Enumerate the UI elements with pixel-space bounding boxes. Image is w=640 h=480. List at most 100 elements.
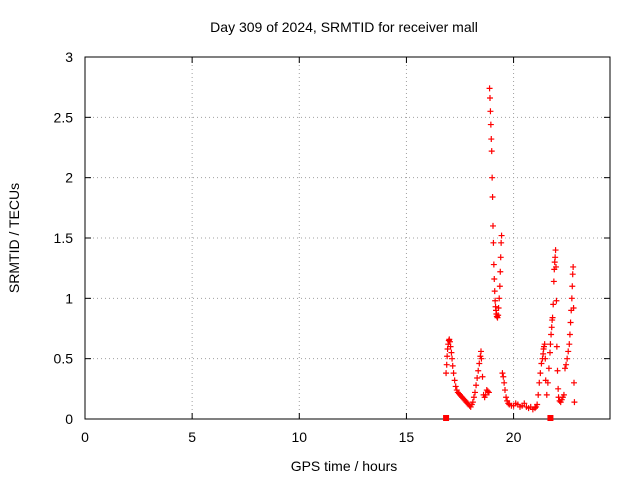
x-tick-label: 5 <box>188 429 196 445</box>
data-point <box>564 355 571 362</box>
data-point <box>570 304 577 311</box>
data-point <box>444 353 451 360</box>
data-point <box>472 389 478 396</box>
data-point <box>501 379 508 386</box>
data-point <box>547 349 553 356</box>
data-point <box>550 278 557 285</box>
y-tick-label: 1 <box>65 290 73 306</box>
data-point <box>469 399 476 406</box>
data-point <box>541 341 548 348</box>
data-point <box>473 382 480 389</box>
data-point <box>542 355 549 362</box>
data-point <box>532 405 538 412</box>
data-point <box>563 361 570 368</box>
data-point <box>549 314 556 321</box>
data-point <box>498 239 505 246</box>
square-data-point <box>443 415 450 421</box>
data-point <box>474 374 481 381</box>
data-point <box>571 379 577 386</box>
data-point <box>565 348 572 355</box>
data-point <box>562 365 568 372</box>
data-point <box>550 301 557 308</box>
data-point <box>499 370 506 377</box>
data-point <box>489 193 496 200</box>
data-point <box>552 254 559 261</box>
data-point <box>553 343 560 350</box>
plot-frame <box>84 56 611 420</box>
data-point <box>538 360 545 367</box>
data-point <box>497 254 504 261</box>
data-point <box>488 136 495 143</box>
y-tick-label: 0 <box>65 411 73 427</box>
data-point <box>555 385 562 392</box>
data-point <box>484 388 491 395</box>
x-tick-label: 15 <box>399 429 415 445</box>
data-point <box>543 391 550 398</box>
data-point <box>552 247 559 254</box>
data-point <box>497 268 504 275</box>
chart-title: Day 309 of 2024, SRMTID for receiver mal… <box>210 19 478 35</box>
data-point <box>492 297 499 304</box>
y-axis-label: SRMTID / TECUs <box>6 183 22 293</box>
data-point <box>487 108 494 115</box>
data-point <box>493 313 500 320</box>
data-point <box>443 361 450 368</box>
data-point <box>534 401 541 408</box>
data-point <box>487 121 494 128</box>
data-point <box>446 338 453 345</box>
data-point <box>521 400 528 407</box>
x-tick-label: 10 <box>291 429 307 445</box>
data-point <box>536 379 543 386</box>
data-point <box>495 304 502 311</box>
square-data-point <box>547 415 554 421</box>
data-point <box>554 367 561 374</box>
data-point <box>448 349 455 356</box>
y-tick-label: 3 <box>65 49 73 65</box>
data-point <box>443 370 450 377</box>
data-point <box>571 399 578 406</box>
data-point <box>478 355 485 362</box>
x-tick-label: 20 <box>506 429 522 445</box>
data-point <box>503 394 510 401</box>
data-point <box>560 391 567 398</box>
data-point <box>566 341 573 348</box>
data-point <box>544 379 551 386</box>
data-point <box>452 383 459 390</box>
data-point <box>487 95 493 102</box>
data-point <box>548 324 555 331</box>
data-point <box>491 276 498 283</box>
x-tick-label: 0 <box>81 429 89 445</box>
data-point <box>547 341 554 348</box>
data-point <box>496 295 503 302</box>
data-point <box>491 288 498 295</box>
data-point <box>570 263 577 270</box>
data-point <box>502 387 508 394</box>
data-point <box>490 261 497 268</box>
y-tick-label: 1.5 <box>54 230 74 246</box>
data-point <box>447 343 454 350</box>
data-point <box>505 400 512 407</box>
data-point <box>444 346 451 353</box>
data-point <box>490 222 496 229</box>
grid-lines <box>85 57 610 419</box>
data-point <box>498 232 505 239</box>
data-point <box>476 360 483 367</box>
data-point <box>479 373 486 380</box>
data-point <box>569 283 576 290</box>
data-point <box>566 331 573 338</box>
data-point <box>470 394 477 401</box>
data-point <box>567 319 574 326</box>
data-point <box>482 391 489 398</box>
data-point <box>486 85 493 92</box>
data-point <box>537 370 544 377</box>
data-point <box>478 348 484 355</box>
data-points <box>443 85 578 421</box>
data-point <box>495 312 502 319</box>
data-point <box>450 370 457 377</box>
data-point <box>568 295 575 302</box>
data-point <box>489 174 496 181</box>
data-point <box>488 148 495 155</box>
data-point <box>500 373 507 380</box>
axis-ticks: 0 5 10 15 20 0 0.5 1 1.5 2 2.5 3 <box>54 49 610 445</box>
data-point <box>490 239 497 246</box>
